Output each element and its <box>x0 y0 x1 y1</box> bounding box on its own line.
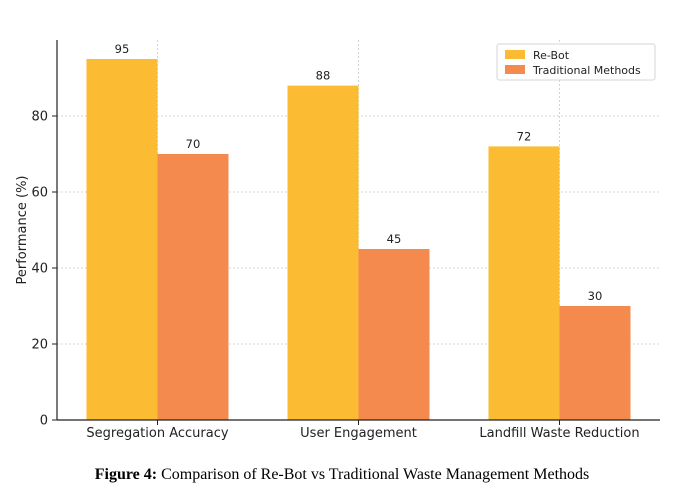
y-axis-label: Performance (%) <box>15 175 30 284</box>
y-tick-label: 80 <box>31 110 48 125</box>
x-tick-label: Landfill Waste Reduction <box>479 426 639 441</box>
bar-rebot <box>488 146 560 420</box>
y-tick-label: 20 <box>31 338 48 353</box>
y-tick-label: 0 <box>40 414 48 429</box>
bar-value-label: 45 <box>387 232 402 246</box>
legend-swatch <box>505 50 525 59</box>
bar-value-label: 72 <box>517 129 532 143</box>
bar-value-label: 95 <box>115 42 130 56</box>
x-tick-label: Segregation Accuracy <box>86 426 228 441</box>
bar-rebot <box>86 59 158 420</box>
bar-traditional <box>559 306 631 420</box>
bar-traditional <box>358 249 430 420</box>
bar-chart: 95 88 72 70 45 30 0 20 40 60 80 Segregation Accura… <box>15 40 660 441</box>
bar-value-label: 88 <box>316 69 331 83</box>
figure-caption-text: Comparison of Re-Bot vs Traditional Wast… <box>157 466 590 483</box>
bar-value-label: 30 <box>588 289 603 303</box>
figure-caption: Figure 4: Comparison of Re-Bot vs Tradit… <box>0 466 684 484</box>
data-labels: 95 88 72 70 45 30 <box>115 42 603 303</box>
figure-caption-label: Figure 4: <box>94 466 158 483</box>
y-tick-label: 40 <box>31 262 48 277</box>
legend-label: Re-Bot <box>533 49 570 62</box>
y-tick-label: 60 <box>31 186 48 201</box>
bar-value-label: 70 <box>186 137 201 151</box>
axes: 0 20 40 60 80 Segregation Accuracy User Engage… <box>31 40 660 441</box>
legend: Re-Bot Traditional Methods <box>496 43 656 81</box>
bars <box>86 59 631 420</box>
x-tick-label: User Engagement <box>300 426 417 441</box>
legend-swatch <box>505 65 525 74</box>
bar-rebot <box>287 85 359 420</box>
bar-traditional <box>157 154 229 420</box>
legend-label: Traditional Methods <box>532 64 641 77</box>
legend-box <box>496 43 656 81</box>
